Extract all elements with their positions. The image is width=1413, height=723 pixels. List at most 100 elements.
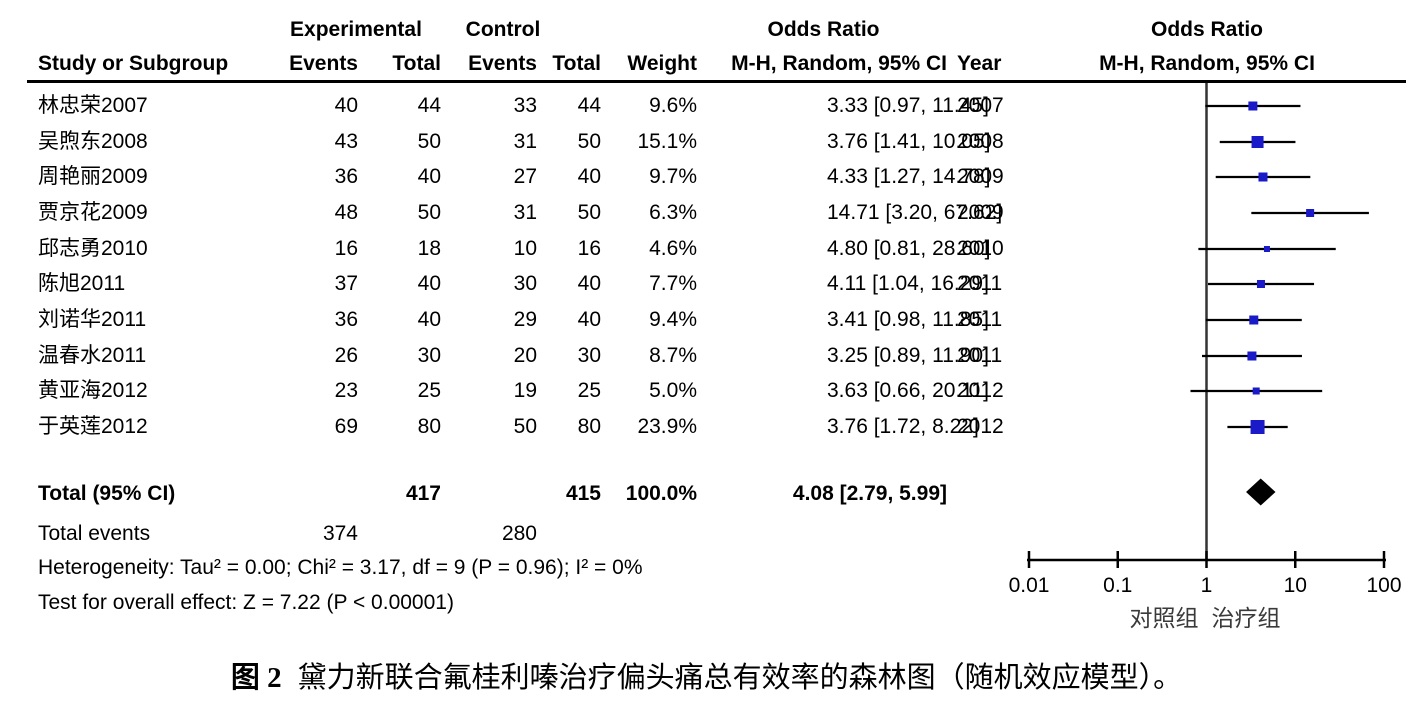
axis-tick-label: 0.01 <box>1008 574 1050 597</box>
exp-events: 48 <box>334 201 358 224</box>
total-events-label: Total events <box>38 522 151 545</box>
header-study-or-subgroup: Study or Subgroup <box>38 52 229 75</box>
ctrl-total: 40 <box>577 272 601 295</box>
study-name: 刘诺华2011 <box>38 308 147 331</box>
ctrl-total: 44 <box>577 94 601 117</box>
study-name: 吴煦东2008 <box>38 130 148 153</box>
ctrl-events: 50 <box>513 415 537 438</box>
header-year: Year <box>957 52 1002 75</box>
ctrl-total: 16 <box>577 237 601 260</box>
ctrl-events: 29 <box>513 308 537 331</box>
ctrl-events: 33 <box>513 94 537 117</box>
or-marker <box>1248 101 1258 111</box>
exp-events: 26 <box>334 344 358 367</box>
caption-text: 黛力新联合氟桂利嗪治疗偏头痛总有效率的森林图（随机效应模型）。 <box>297 662 1183 694</box>
overall-effect-test: Test for overall effect: Z = 7.22 (P < 0… <box>38 591 454 614</box>
ctrl-events: 20 <box>513 344 537 367</box>
header-ctrl-total: Total <box>552 52 601 75</box>
ctrl-events: 10 <box>513 237 537 260</box>
year-value: 2012 <box>957 415 1004 438</box>
axis-tick-label: 0.1 <box>1103 574 1133 597</box>
weight-value: 9.4% <box>649 308 697 331</box>
or-marker <box>1251 136 1264 148</box>
total-events-ctrl: 280 <box>501 522 537 545</box>
exp-events: 69 <box>334 415 358 438</box>
or-marker <box>1306 209 1315 217</box>
ctrl-total: 50 <box>577 130 601 153</box>
exp-total: 80 <box>417 415 441 438</box>
or-marker <box>1252 387 1260 395</box>
exp-total: 18 <box>417 237 441 260</box>
weight-value: 23.9% <box>637 415 697 438</box>
favours-control-label: 对照组 <box>1129 605 1199 631</box>
header-exp-total: Total <box>392 52 441 75</box>
year-value: 2009 <box>957 201 1004 224</box>
year-value: 2011 <box>957 308 1003 331</box>
odds-ratio-ci-text: 3.76 [1.72, 8.22] <box>827 415 979 438</box>
study-name: 邱志勇2010 <box>38 237 148 260</box>
favours-treatment-label: 治疗组 <box>1211 605 1281 631</box>
header-experimental-group: Experimental <box>290 18 422 41</box>
exp-total: 40 <box>417 165 441 188</box>
study-name: 周艳丽2009 <box>38 165 148 188</box>
weight-value: 9.6% <box>649 94 697 117</box>
study-name: 于英莲2012 <box>38 415 148 438</box>
figure-caption: 图 2 黛力新联合氟桂利嗪治疗偏头痛总有效率的森林图（随机效应模型）。 <box>0 661 1413 695</box>
exp-total: 50 <box>417 201 441 224</box>
total-exp-total: 417 <box>405 482 441 505</box>
ctrl-events: 19 <box>513 379 537 402</box>
year-value: 2011 <box>957 272 1003 295</box>
study-name: 林忠荣2007 <box>38 94 148 117</box>
study-name: 温春水2011 <box>38 344 147 367</box>
weight-value: 7.7% <box>649 272 697 295</box>
ctrl-total: 25 <box>577 379 601 402</box>
exp-events: 36 <box>334 308 358 331</box>
or-marker <box>1247 351 1257 361</box>
exp-events: 16 <box>334 237 358 260</box>
ctrl-events: 31 <box>513 130 537 153</box>
exp-events: 40 <box>334 94 358 117</box>
exp-total: 40 <box>417 272 441 295</box>
ctrl-total: 40 <box>577 308 601 331</box>
heterogeneity-stats: Heterogeneity: Tau² = 0.00; Chi² = 3.17,… <box>38 556 643 579</box>
or-marker <box>1249 315 1259 325</box>
or-marker <box>1250 420 1265 434</box>
study-name: 陈旭2011 <box>38 272 126 295</box>
weight-value: 8.7% <box>649 344 697 367</box>
total-weight: 100.0% <box>625 482 697 505</box>
weight-value: 9.7% <box>649 165 697 188</box>
header-control-group: Control <box>465 18 541 41</box>
ctrl-total: 40 <box>577 165 601 188</box>
ctrl-total: 80 <box>577 415 601 438</box>
ctrl-total: 30 <box>577 344 601 367</box>
or-marker <box>1258 172 1268 182</box>
year-value: 2010 <box>957 237 1004 260</box>
year-value: 2012 <box>957 379 1004 402</box>
exp-events: 43 <box>334 130 358 153</box>
header-mh-random-ci-left: M-H, Random, 95% CI <box>731 52 947 75</box>
or-marker <box>1256 280 1265 288</box>
weight-value: 15.1% <box>637 130 697 153</box>
summary-diamond <box>1246 478 1276 506</box>
or-marker <box>1263 246 1270 252</box>
exp-total: 30 <box>417 344 441 367</box>
exp-total: 25 <box>417 379 441 402</box>
total-row-label: Total (95% CI) <box>38 482 176 505</box>
ctrl-total: 50 <box>577 201 601 224</box>
exp-total: 50 <box>417 130 441 153</box>
exp-total: 44 <box>417 94 441 117</box>
exp-events: 23 <box>334 379 358 402</box>
axis-tick-label: 10 <box>1283 574 1307 597</box>
caption-number: 图 2 <box>230 662 282 694</box>
ctrl-events: 30 <box>513 272 537 295</box>
header-rule <box>27 80 1406 83</box>
total-events-exp: 374 <box>322 522 358 545</box>
exp-events: 37 <box>334 272 358 295</box>
header-odds-ratio-left: Odds Ratio <box>767 18 880 41</box>
total-ctrl-total: 415 <box>565 482 601 505</box>
weight-value: 4.6% <box>649 237 697 260</box>
header-odds-ratio-right: Odds Ratio <box>1150 18 1263 41</box>
header-weight: Weight <box>627 52 697 75</box>
